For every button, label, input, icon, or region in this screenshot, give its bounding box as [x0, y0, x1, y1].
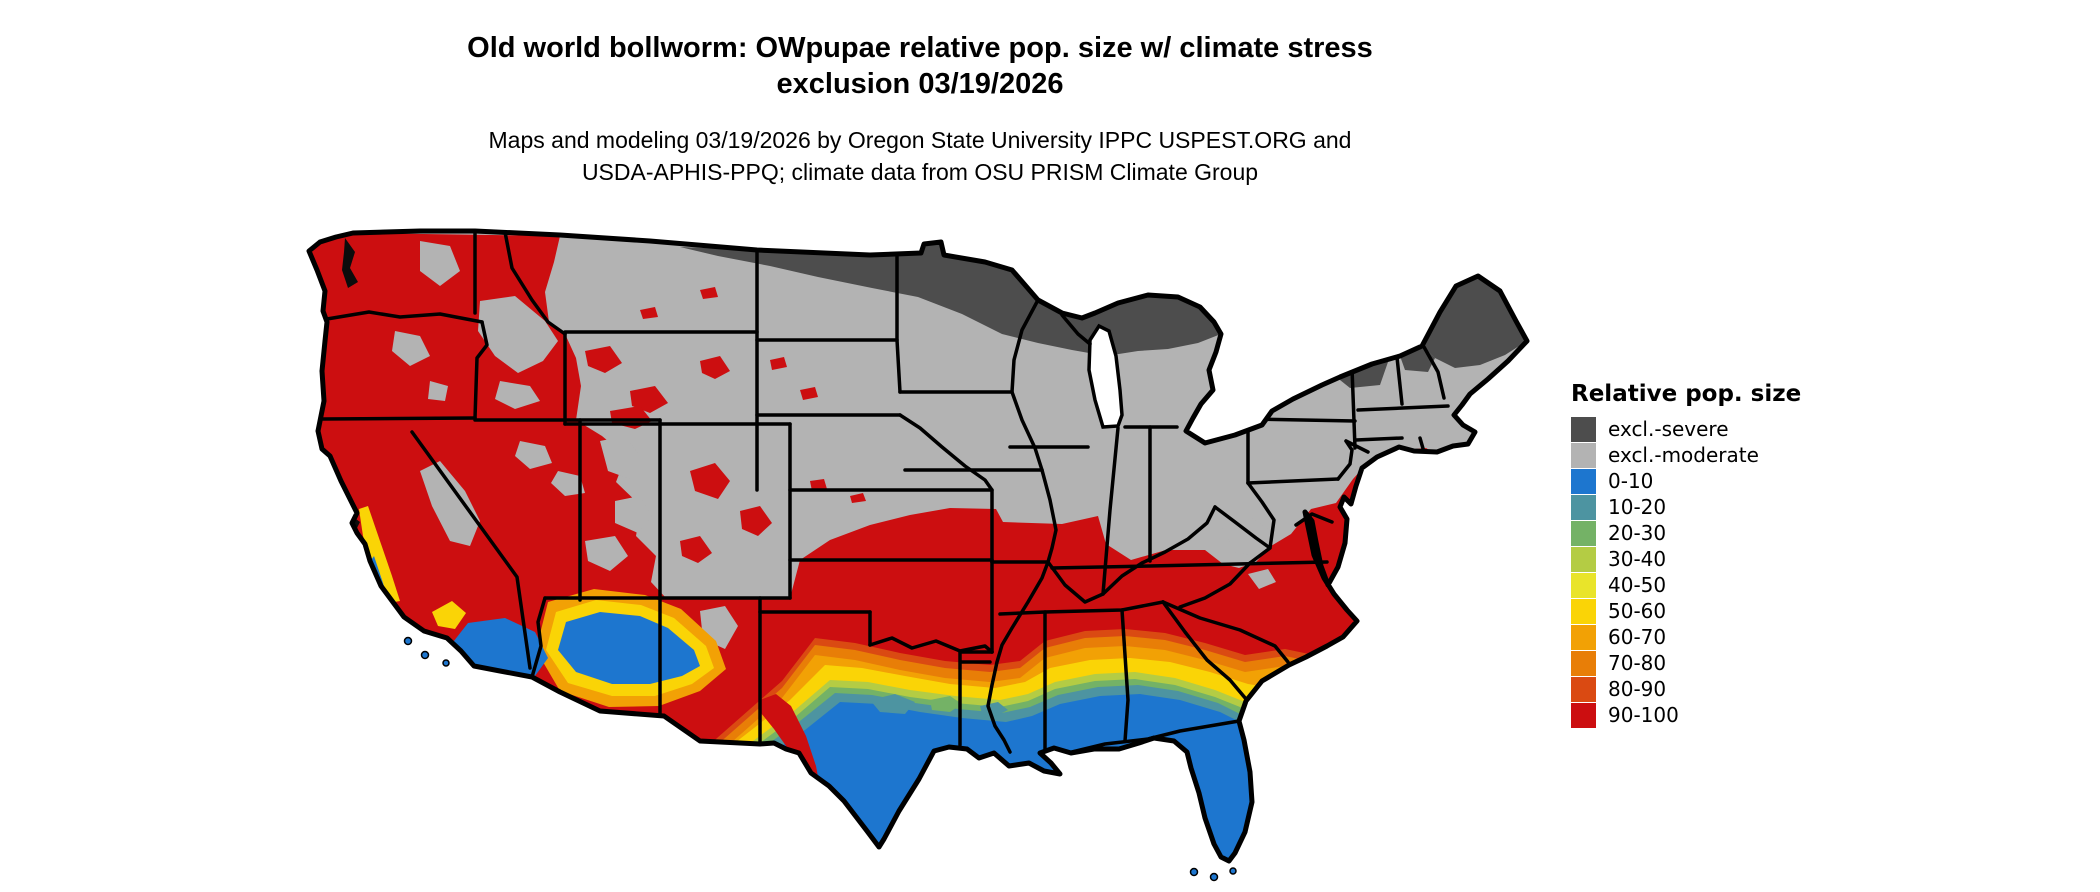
region-excl-severe-north	[680, 242, 1221, 356]
us-outline	[306, 228, 1530, 864]
legend-label: 0-10	[1608, 469, 1654, 493]
legend-item: excl.-moderate	[1571, 442, 1831, 468]
legend-title: Relative pop. size	[1571, 381, 1802, 407]
legend-item: 0-10	[1571, 468, 1831, 494]
legend-item: 40-50	[1571, 572, 1831, 598]
legend-item: 50-60	[1571, 598, 1831, 624]
legend-label: excl.-severe	[1608, 417, 1729, 441]
legend-item: excl.-severe	[1571, 416, 1831, 442]
legend-swatch-50-60	[1571, 598, 1596, 624]
legend-swatch-80-90	[1571, 676, 1596, 702]
california-yellow-patch	[432, 601, 466, 629]
legend-item: 20-30	[1571, 520, 1831, 546]
state-borders	[321, 231, 1450, 754]
legend-swatch-60-70	[1571, 624, 1596, 650]
texas-mottle	[870, 694, 1008, 716]
legend-swatch-40-50	[1571, 572, 1596, 598]
legend-swatch-excl-moderate	[1571, 442, 1596, 468]
legend-item: 60-70	[1571, 624, 1831, 650]
legend-label: 30-40	[1608, 547, 1667, 571]
arizona-blue-zone	[558, 612, 700, 684]
puget-sound	[342, 238, 358, 288]
legend-swatch-0-10	[1571, 468, 1596, 494]
legend-label: 60-70	[1608, 625, 1667, 649]
legend-item: 30-40	[1571, 546, 1831, 572]
legend-item: 70-80	[1571, 650, 1831, 676]
florida-keys	[1189, 867, 1237, 882]
legend-label: 40-50	[1608, 573, 1667, 597]
legend-swatch-70-80	[1571, 650, 1596, 676]
legend-swatch-20-30	[1571, 520, 1596, 546]
legend-swatch-90-100	[1571, 702, 1596, 728]
map-subtitle-line1: Maps and modeling 03/19/2026 by Oregon S…	[488, 127, 1352, 153]
legend-item: 80-90	[1571, 676, 1831, 702]
legend-label: 80-90	[1608, 677, 1667, 701]
legend-label: 50-60	[1608, 599, 1667, 623]
legend-swatch-10-20	[1571, 494, 1596, 520]
channel-islands	[403, 636, 450, 667]
legend-item: 90-100	[1571, 702, 1831, 728]
legend-swatch-excl-severe	[1571, 416, 1596, 442]
map-title-line1: Old world bollworm: OWpupae relative pop…	[467, 32, 1373, 64]
legend-item: 10-20	[1571, 494, 1831, 520]
legend: Relative pop. size excl.-severe excl.-mo…	[1571, 381, 1831, 728]
map-subtitle: Maps and modeling 03/19/2026 by Oregon S…	[0, 124, 1840, 188]
legend-swatch-30-40	[1571, 546, 1596, 572]
lake-michigan	[1087, 323, 1124, 429]
map-subtitle-line2: USDA-APHIS-PPQ; climate data from OSU PR…	[581, 159, 1259, 185]
legend-label: 90-100	[1608, 703, 1679, 727]
legend-label: 70-80	[1608, 651, 1667, 675]
legend-label: 20-30	[1608, 521, 1667, 545]
map-title: Old world bollworm: OWpupae relative pop…	[0, 30, 1840, 102]
central-valley-yellow	[359, 506, 400, 603]
map-title-line2: exclusion 03/19/2026	[776, 68, 1064, 100]
legend-label: excl.-moderate	[1608, 443, 1759, 467]
legend-label: 10-20	[1608, 495, 1667, 519]
